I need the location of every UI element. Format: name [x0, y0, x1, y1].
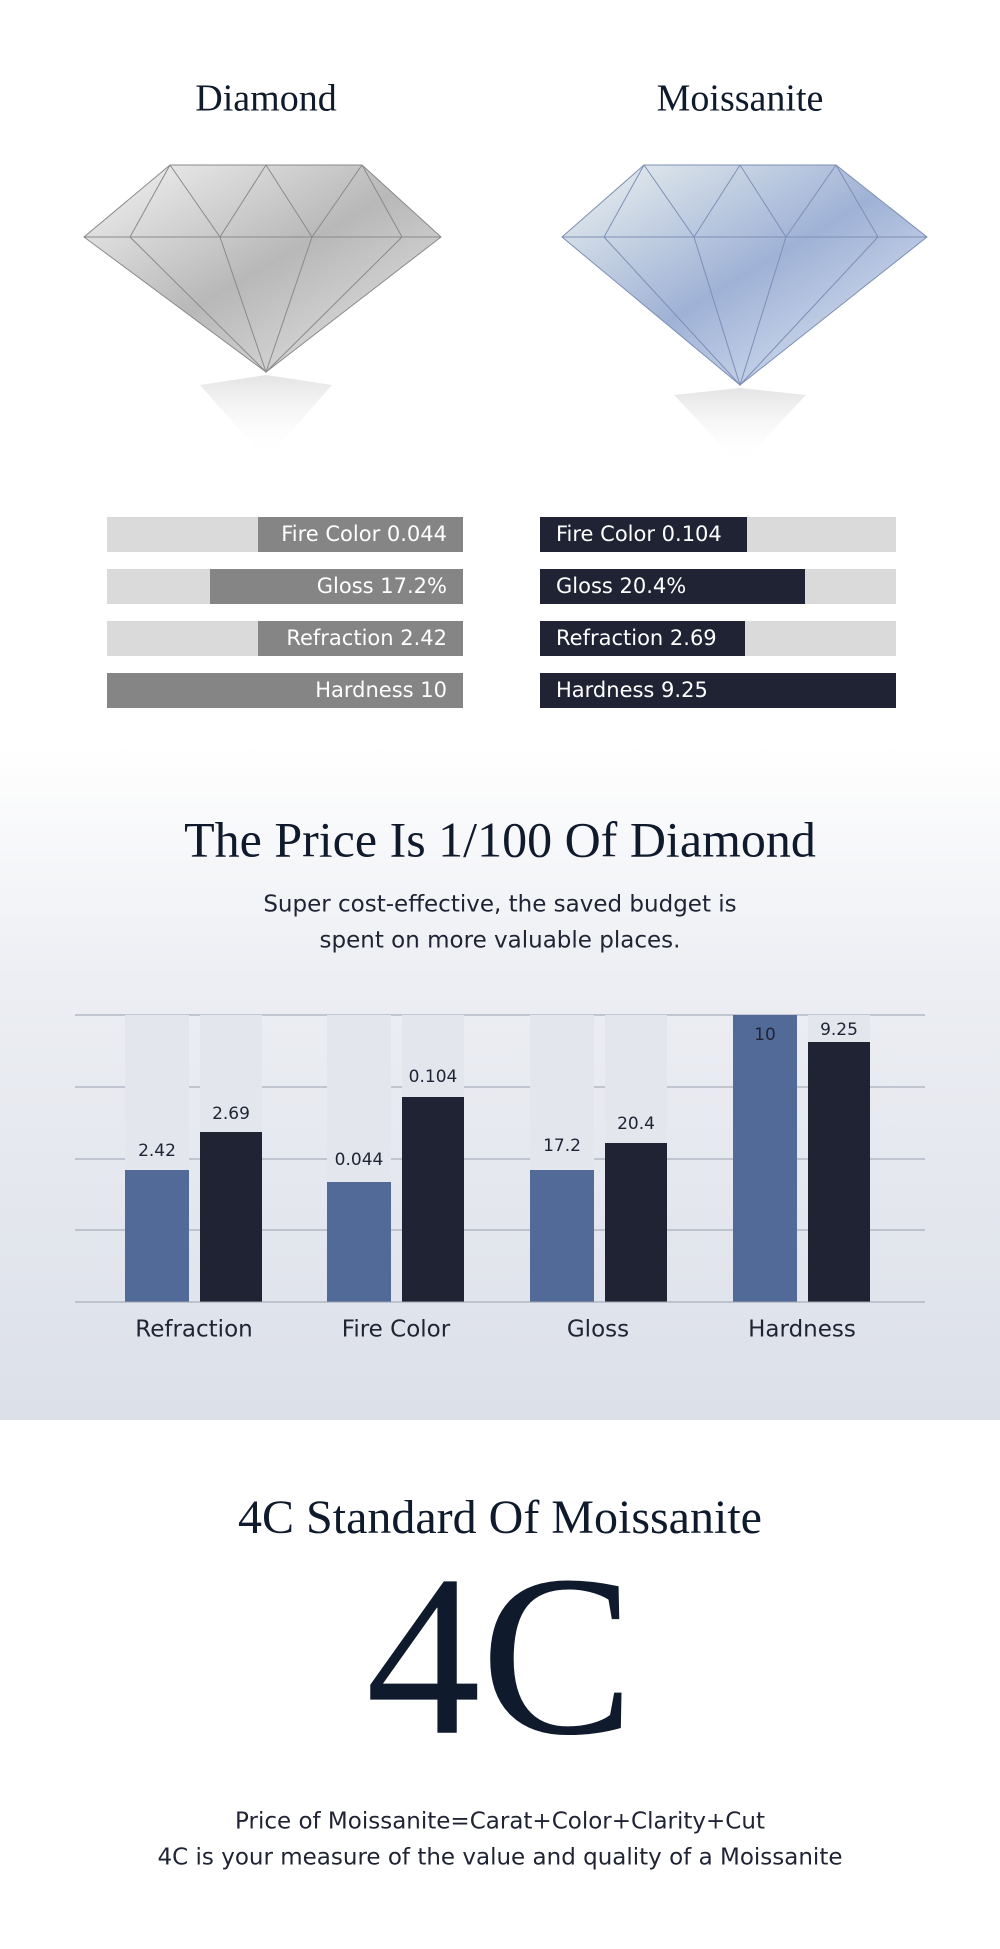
property-label: Fire Color 0.044: [281, 522, 447, 546]
emblem: 4C: [366, 1528, 634, 1783]
property-label: Fire Color 0.104: [556, 522, 722, 546]
bar-fill: [540, 621, 745, 656]
diamond-bar: [733, 1015, 797, 1302]
moissanite-image: [561, 164, 928, 465]
value-label: 10: [754, 1025, 776, 1045]
section-subtitle: Super cost-effective, the saved budget i…: [263, 892, 736, 918]
moissanite-bar: [200, 1132, 262, 1302]
value-label: 2.69: [212, 1104, 250, 1124]
category-label: Gloss: [567, 1317, 629, 1343]
bar-fill: [107, 673, 463, 708]
diamond-bar: [530, 1170, 594, 1302]
property-label: Hardness 10: [315, 678, 447, 702]
property-label: Gloss 17.2%: [317, 574, 447, 598]
body-line: 4C is your measure of the value and qual…: [158, 1845, 843, 1871]
value-label: 17.2: [543, 1136, 581, 1156]
category-label: Hardness: [748, 1317, 856, 1343]
diamond-bar: [125, 1170, 189, 1302]
gem-title: Diamond: [195, 78, 336, 120]
bar-fill: [258, 621, 463, 656]
diamond-image: [83, 164, 442, 460]
category-label: Refraction: [135, 1317, 252, 1343]
section-title: The Price Is 1/100 Of Diamond: [184, 811, 816, 867]
diamond-properties: Fire Color 0.044 Gloss 17.2% Refraction …: [107, 517, 463, 708]
section-subtitle: spent on more valuable places.: [320, 928, 681, 954]
bar-fill: [540, 673, 896, 708]
property-label: Refraction 2.42: [286, 626, 447, 650]
moissanite-bar: [605, 1143, 667, 1302]
gem-title: Moissanite: [657, 78, 824, 120]
value-label: 2.42: [138, 1141, 176, 1161]
moissanite-bar: [808, 1042, 870, 1302]
section-title: 4C Standard Of Moissanite: [238, 1491, 762, 1544]
moissanite-properties: Fire Color 0.104 Gloss 20.4% Refraction …: [540, 517, 896, 708]
bar-fill: [540, 517, 747, 552]
property-label: Gloss 20.4%: [556, 574, 686, 598]
diamond-bar: [327, 1182, 391, 1302]
bar-fill: [258, 517, 463, 552]
property-label: Hardness 9.25: [556, 678, 708, 702]
comparison-graphic: 2.42 2.69 Refraction 0.044 0.104 Fire Co…: [75, 1014, 925, 1343]
bar-fill: [210, 569, 463, 604]
value-label: 20.4: [617, 1114, 655, 1134]
property-label: Refraction 2.69: [556, 626, 717, 650]
value-label: 9.25: [820, 1020, 858, 1040]
body-line: Price of Moissanite=Carat+Color+Clarity+…: [235, 1809, 765, 1835]
bar-fill: [540, 569, 805, 604]
moissanite-bar: [402, 1097, 464, 1302]
value-label: 0.044: [335, 1150, 384, 1170]
category-label: Fire Color: [342, 1317, 451, 1343]
value-label: 0.104: [409, 1067, 458, 1087]
